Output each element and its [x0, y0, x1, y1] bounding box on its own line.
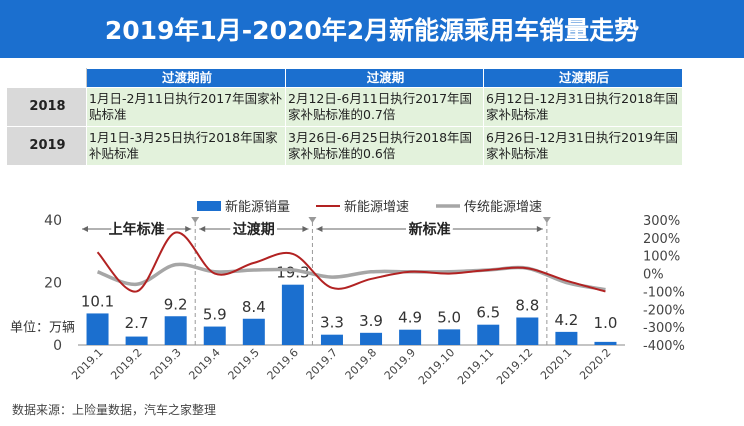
bar	[360, 332, 383, 345]
bar	[477, 324, 500, 345]
x-tick-label: 2019.3	[147, 346, 183, 382]
x-tick-label: 2020.2	[577, 346, 613, 382]
sales-chart: 0 20 40 -400% -300% -200% -100% 0% 100% 200% 300% 单…	[10, 199, 685, 387]
table-year-cell: 2019	[6, 126, 87, 166]
table-cell: 2月12日-6月11日执行2017年国家补贴标准的0.7倍	[285, 87, 484, 127]
legend-label: 新能源销量	[225, 199, 290, 215]
table-row: 2018 1月日-2月11日执行2017年国家补贴标准 2月12日-6月11日执…	[6, 87, 683, 127]
table-cell: 3月26日-6月25日执行2018年国家补贴标准的0.6倍	[285, 126, 484, 166]
bar-value-label: 4.9	[398, 309, 422, 327]
y-right-tick-label: -300%	[643, 321, 685, 336]
bar-value-label: 5.0	[437, 308, 461, 326]
bar	[203, 326, 226, 345]
legend-label: 传统能源增速	[464, 200, 542, 215]
y-left-tick-label: 40	[44, 213, 62, 229]
x-tick-label: 2019.11	[455, 346, 496, 387]
table-cell: 6月12日-12月31日执行2018年国家补贴标准	[483, 87, 683, 127]
x-tick-label: 2019.8	[343, 346, 379, 382]
x-tick-label: 2019.10	[416, 346, 457, 387]
annotation-arrow-head	[536, 226, 543, 232]
y-right-tick-label: 300%	[643, 214, 680, 229]
annotation-arrow-head	[199, 226, 206, 232]
x-tick-label: 2019.1	[69, 346, 105, 382]
table-header-cell: 过渡期	[285, 68, 484, 88]
annotation-arrow-head	[302, 226, 309, 232]
y-right-tick-label: 100%	[643, 250, 680, 265]
annotation-arrow-head	[82, 226, 88, 232]
bar	[320, 334, 343, 345]
annotation-arrow-head	[316, 226, 323, 232]
table-cell: 1月1日-3月25日执行2018年国家补贴标准	[86, 126, 286, 166]
bar-value-label: 3.9	[359, 312, 383, 330]
bar-value-label: 8.8	[515, 297, 539, 315]
y-right-tick-label: -400%	[643, 339, 685, 354]
bar-value-label: 8.4	[242, 298, 266, 316]
bar	[594, 341, 617, 345]
bar-value-label: 3.3	[320, 314, 344, 332]
legend-swatch-nev-sales	[197, 201, 221, 211]
x-tick-label: 2019.2	[108, 346, 144, 382]
bar	[164, 316, 187, 345]
bar	[516, 317, 539, 345]
annotation-label: 过渡期	[233, 221, 275, 238]
table-header-cell: 过渡期前	[86, 68, 286, 88]
bar	[438, 329, 461, 345]
table-cell: 6月26日-12月31日执行2019年国家补贴标准	[483, 126, 683, 166]
annotation-label: 上年标准	[109, 221, 165, 238]
table-cell: 1月日-2月11日执行2017年国家补贴标准	[86, 87, 286, 127]
x-tick-label: 2020.1	[538, 346, 574, 382]
bar-value-label: 2.7	[125, 314, 149, 332]
annotation-arrow-head	[185, 226, 192, 232]
table-header-cell: 过渡期后	[483, 68, 683, 88]
y-axis-unit-label: 单位：万辆	[10, 320, 75, 335]
table-year-cell: 2018	[6, 87, 87, 127]
y-right-tick-label: 200%	[643, 232, 680, 247]
data-source-note: 数据来源：上险量数据，汽车之家整理	[12, 403, 217, 417]
y-right-tick-label: 0%	[643, 268, 664, 283]
bar	[399, 329, 422, 345]
bar	[86, 313, 109, 345]
x-tick-label: 2019.6	[265, 346, 301, 382]
y-right-tick-label: -200%	[643, 303, 685, 318]
x-tick-label: 2019.12	[494, 346, 535, 387]
table-row: 2019 1月1日-3月25日执行2018年国家补贴标准 3月26日-6月25日…	[6, 126, 683, 166]
bar	[242, 318, 265, 345]
bar-value-label: 9.2	[164, 295, 188, 313]
bar	[555, 331, 578, 345]
period-divider-marker	[542, 217, 551, 223]
y-left-tick-label: 0	[53, 338, 62, 354]
x-tick-label: 2019.5	[226, 346, 262, 382]
table-header-row: 过渡期前 过渡期 过渡期后	[6, 68, 683, 88]
bar-value-label: 4.2	[554, 311, 578, 329]
period-divider-marker	[191, 217, 200, 223]
x-tick-label: 2019.9	[382, 346, 418, 382]
x-tick-label: 2019.4	[186, 346, 222, 382]
bar-value-label: 6.5	[476, 304, 500, 322]
series-line-nev-growth	[96, 231, 606, 293]
table-corner-cell	[6, 68, 87, 88]
legend-label: 新能源增速	[344, 199, 409, 215]
x-tick-label: 2019.7	[304, 346, 340, 382]
annotation-label: 新标准	[409, 221, 451, 238]
bar-value-label: 5.9	[203, 306, 227, 324]
bar-value-label: 1.0	[594, 314, 618, 332]
page-title: 2019年1月-2020年2月新能源乘用车销量走势	[0, 0, 744, 58]
bar-value-label: 10.1	[81, 292, 114, 310]
bar	[125, 336, 148, 345]
period-divider-marker	[308, 217, 317, 223]
y-right-tick-label: -100%	[643, 285, 685, 300]
subsidy-policy-table: 过渡期前 过渡期 过渡期后 2018 1月日-2月11日执行2017年国家补贴标…	[6, 68, 683, 166]
bar	[281, 284, 304, 345]
y-left-tick-label: 20	[44, 276, 62, 292]
